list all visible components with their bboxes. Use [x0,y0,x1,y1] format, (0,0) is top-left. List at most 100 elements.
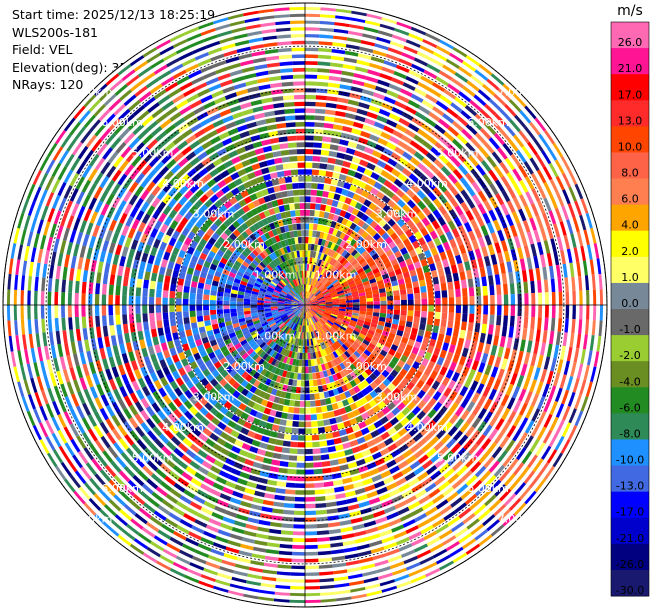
velocity-gate [413,168,423,178]
velocity-gate [365,290,373,296]
velocity-gate [407,338,415,347]
velocity-gate [400,354,408,363]
velocity-gate [313,468,323,475]
velocity-gate [464,339,471,349]
velocity-gate [372,293,380,298]
velocity-gate [328,75,341,82]
velocity-gate [317,328,323,336]
velocity-gate [555,419,565,435]
velocity-gate [447,83,461,94]
velocity-gate [295,386,301,394]
velocity-gate [383,164,394,173]
velocity-gate [341,203,350,211]
velocity-gate [307,291,311,299]
velocity-gate [301,332,304,340]
velocity-gate [305,394,310,401]
velocity-gate [347,30,363,37]
velocity-gate [389,40,405,49]
velocity-gate [442,113,455,124]
velocity-gate [503,283,508,295]
velocity-gate [373,206,382,215]
velocity-gate [381,535,395,544]
velocity-gate [361,371,369,379]
velocity-gate [518,164,528,178]
velocity-gate [454,72,469,83]
velocity-gate [365,217,374,225]
velocity-gate [322,218,328,226]
velocity-gate [335,330,343,337]
velocity-gate [337,422,345,430]
velocity-gate [307,270,311,278]
velocity-gate [404,495,417,505]
velocity-gate [543,182,553,197]
velocity-gate [374,144,385,153]
velocity-gate [519,339,526,352]
velocity-gate [325,494,336,501]
velocity-gate [313,344,318,352]
velocity-gate [366,311,373,316]
velocity-gate [459,422,470,433]
velocity-gate [479,332,486,344]
velocity-gate [465,474,478,487]
velocity-gate [524,391,533,405]
velocity-gate [437,333,445,342]
velocity-gate [402,349,411,358]
start-time-text: Start time: 2025/12/13 18:25:19 [12,7,216,22]
velocity-gate [421,311,427,318]
velocity-gate [351,394,360,402]
velocity-gate [426,180,436,191]
velocity-gate [426,536,441,547]
velocity-gate [316,190,324,197]
velocity-gate [322,232,329,240]
velocity-gate [315,95,327,101]
velocity-gate [516,149,527,163]
velocity-gate [500,240,508,252]
velocity-gate [521,328,528,340]
velocity-gate [380,131,392,140]
velocity-gate [333,28,349,34]
velocity-gate [427,397,437,408]
velocity-gate [337,347,344,355]
velocity-gate [483,305,489,315]
velocity-gate [478,362,486,373]
velocity-gate [506,261,513,273]
velocity-gate [349,92,362,100]
velocity-gate [369,156,379,165]
velocity-gate [416,51,432,61]
velocity-gate [497,346,504,358]
velocity-gate [322,348,328,356]
velocity-gate [412,361,420,370]
velocity-gate [507,410,517,424]
velocity-gate [317,252,322,260]
velocity-gate [461,366,470,377]
velocity-gate [549,400,558,416]
velocity-gate [344,390,352,399]
velocity-gate [433,158,444,170]
velocity-gate [338,407,347,415]
velocity-gate [465,543,481,555]
velocity-gate [507,138,519,152]
velocity-gate [452,272,460,282]
velocity-gate [329,235,336,243]
velocity-gate [436,170,446,181]
velocity-gate [315,344,320,352]
velocity-gate [310,308,317,314]
velocity-gate [311,345,315,353]
velocity-gate [387,305,394,310]
velocity-gate [470,380,479,392]
velocity-gate [305,455,314,462]
velocity-gate [305,311,308,319]
velocity-gate [337,216,344,224]
velocity-gate [482,83,496,96]
velocity-gate [313,244,318,252]
velocity-gate [391,280,399,287]
velocity-gate [438,463,451,474]
velocity-gate [306,311,308,319]
velocity-gate [230,308,237,313]
velocity-gate [305,318,308,326]
velocity-gate [392,285,399,291]
velocity-gate [372,451,382,460]
velocity-gate [316,523,329,529]
velocity-gate [434,458,446,469]
velocity-gate [326,346,333,354]
